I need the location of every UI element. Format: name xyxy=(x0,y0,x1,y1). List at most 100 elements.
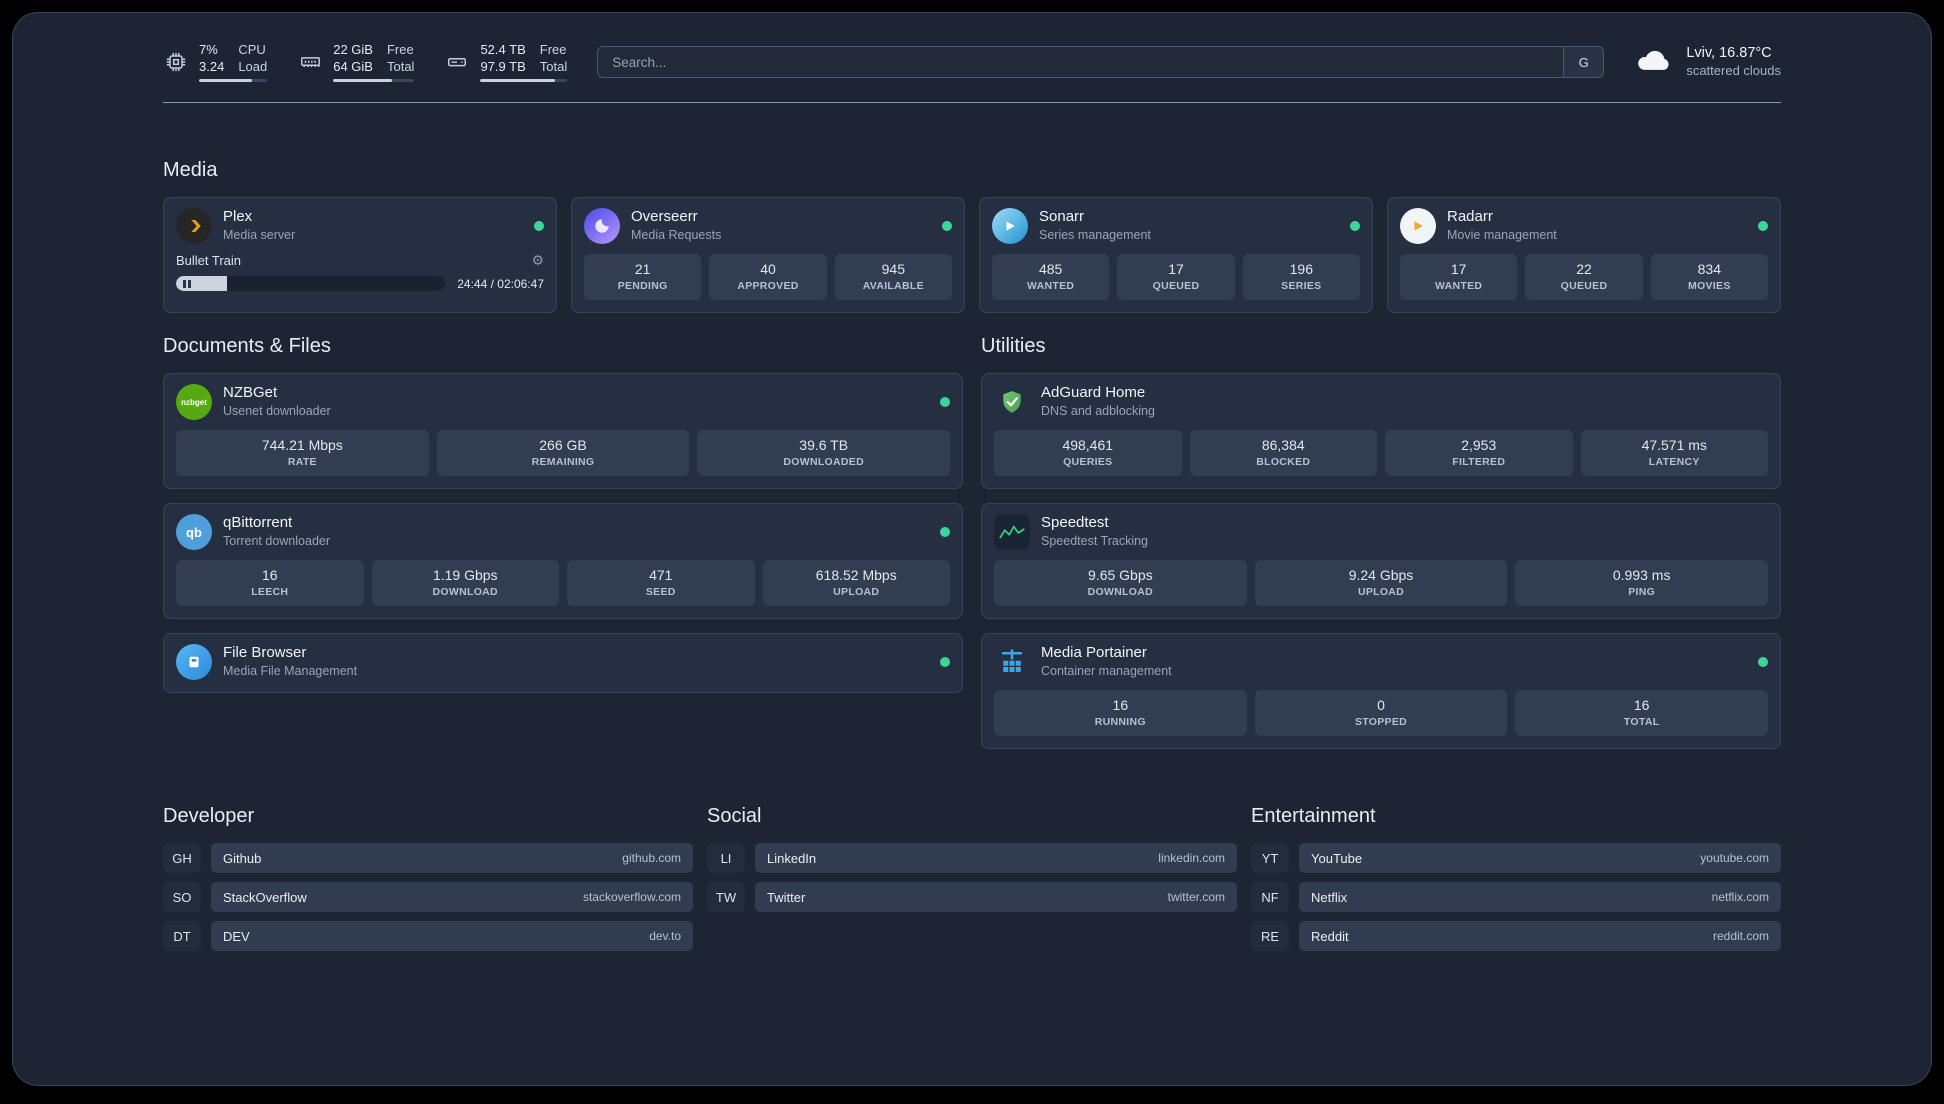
stat-label: AVAILABLE xyxy=(862,280,924,292)
status-dot xyxy=(940,527,950,537)
weather-condition: scattered clouds xyxy=(1686,62,1781,78)
disk-total-value: 97.9 TB xyxy=(480,58,526,74)
service-name: AdGuard Home xyxy=(1041,384,1146,402)
service-name: Media Portainer xyxy=(1041,644,1147,662)
search-bar: G xyxy=(597,46,1605,78)
stat-value: 2,953 xyxy=(1461,437,1497,453)
status-dot xyxy=(534,221,544,231)
status-dot xyxy=(1350,221,1360,231)
top-bar: 7% 3.24 CPU Load xyxy=(163,39,1781,85)
settings-gear-icon[interactable]: ⚙ xyxy=(531,252,544,268)
memory-free-value: 22 GiB xyxy=(333,41,373,57)
service-name: NZBGet xyxy=(223,384,278,402)
stat-value: 17 xyxy=(1168,261,1184,277)
bookmark-stackoverflow[interactable]: SO StackOverflow stackoverflow.com xyxy=(163,882,693,912)
stat-latency: 47.571 ms LATENCY xyxy=(1580,430,1768,476)
stat-queries: 498,461 QUERIES xyxy=(994,430,1182,476)
bookmark-linkedin[interactable]: LI LinkedIn linkedin.com xyxy=(707,843,1237,873)
disk-free-value: 52.4 TB xyxy=(480,41,526,57)
service-card-nzbget[interactable]: nzbget NZBGet Usenet downloader 744.21 M… xyxy=(163,373,963,489)
bookmark-abbr: SO xyxy=(163,882,201,912)
stat-label: PENDING xyxy=(617,280,668,292)
speedtest-icon xyxy=(994,514,1030,550)
service-card-sonarr[interactable]: Sonarr Series management 485 WANTED 17 Q… xyxy=(979,197,1373,313)
status-dot xyxy=(940,657,950,667)
memory-total-value: 64 GiB xyxy=(333,58,373,74)
cpu-progress-bar xyxy=(199,79,268,83)
bookmark-youtube[interactable]: YT YouTube youtube.com xyxy=(1251,843,1781,873)
memory-widget: 22 GiB 64 GiB Free Total xyxy=(297,41,415,83)
stat-label: SERIES xyxy=(1281,280,1322,292)
service-name: Plex xyxy=(223,208,253,226)
bookmark-abbr: GH xyxy=(163,843,201,873)
service-subtitle: Series management xyxy=(1039,228,1151,243)
bookmark-abbr: RE xyxy=(1251,921,1289,951)
service-card-overseerr[interactable]: Overseerr Media Requests 21 PENDING 40 A… xyxy=(571,197,965,313)
section-title-developer: Developer xyxy=(163,805,255,827)
stat-available: 945 AVAILABLE xyxy=(834,254,952,300)
service-subtitle: Media File Management xyxy=(223,664,358,679)
service-subtitle: DNS and adblocking xyxy=(1041,404,1155,419)
stat-label: QUEUED xyxy=(1152,280,1200,292)
stat-pending: 21 PENDING xyxy=(584,254,702,300)
bookmark-abbr: TW xyxy=(707,882,745,912)
stat-value: 9.24 Gbps xyxy=(1348,567,1414,583)
stat-total: 16 TOTAL xyxy=(1515,690,1769,736)
stat-value: 47.571 ms xyxy=(1641,437,1707,453)
bookmark-abbr: DT xyxy=(163,921,201,951)
load-label: Load xyxy=(238,58,268,74)
stat-value: 9.65 Gbps xyxy=(1088,567,1153,583)
stat-value: 485 xyxy=(1038,261,1063,277)
stat-movies: 834 MOVIES xyxy=(1650,254,1768,300)
stat-value: 471 xyxy=(649,567,673,583)
service-card-plex[interactable]: Plex Media server Bullet Train ⚙ 24:44 /… xyxy=(163,197,557,313)
stat-label: APPROVED xyxy=(737,280,799,292)
section-title-documents: Documents & Files xyxy=(163,335,331,357)
bookmark-twitter[interactable]: TW Twitter twitter.com xyxy=(707,882,1237,912)
bookmark-dev[interactable]: DT DEV dev.to xyxy=(163,921,693,951)
search-input[interactable] xyxy=(598,47,1564,77)
stat-label: UPLOAD xyxy=(833,586,880,598)
plex-icon xyxy=(176,208,212,244)
stat-downloaded: 39.6 TB DOWNLOADED xyxy=(697,430,951,476)
stat-download: 1.19 Gbps DOWNLOAD xyxy=(371,560,559,606)
service-name: Overseerr xyxy=(631,208,698,226)
stat-label: PING xyxy=(1628,586,1656,598)
bookmark-reddit[interactable]: RE Reddit reddit.com xyxy=(1251,921,1781,951)
service-card-portainer[interactable]: Media Portainer Container management 16 … xyxy=(981,633,1781,749)
bookmark-url: dev.to xyxy=(649,929,681,943)
stat-label: UPLOAD xyxy=(1357,586,1405,598)
section-title-utilities: Utilities xyxy=(981,335,1046,357)
stat-rate: 744.21 Mbps RATE xyxy=(176,430,429,476)
pause-icon[interactable] xyxy=(183,279,191,288)
service-subtitle: Movie management xyxy=(1447,228,1557,243)
bookmark-abbr: YT xyxy=(1251,843,1289,873)
service-card-qbittorrent[interactable]: qb qBittorrent Torrent downloader 16 LEE… xyxy=(163,503,963,619)
stat-value: 16 xyxy=(1633,697,1650,713)
radarr-icon xyxy=(1400,208,1436,244)
stat-label: WANTED xyxy=(1435,280,1483,292)
bookmark-name: DEV xyxy=(223,928,250,944)
service-name: Sonarr xyxy=(1039,208,1085,226)
cpu-label: CPU xyxy=(238,41,266,57)
qbittorrent-icon: qb xyxy=(176,514,212,550)
dashboard-panel: 7% 3.24 CPU Load xyxy=(12,12,1932,1086)
bookmark-url: linkedin.com xyxy=(1158,851,1225,865)
service-subtitle: Media server xyxy=(223,228,296,243)
search-provider-button[interactable]: G xyxy=(1563,47,1604,77)
stat-value: 1.19 Gbps xyxy=(432,567,498,583)
service-name: qBittorrent xyxy=(223,514,293,532)
service-card-adguard[interactable]: AdGuard Home DNS and adblocking 498,461 … xyxy=(981,373,1781,489)
cpu-load-value: 3.24 xyxy=(199,58,225,74)
cpu-icon xyxy=(163,51,189,73)
bookmark-netflix[interactable]: NF Netflix netflix.com xyxy=(1251,882,1781,912)
service-card-speedtest[interactable]: Speedtest Speedtest Tracking 9.65 Gbps D… xyxy=(981,503,1781,619)
stat-upload: 618.52 Mbps UPLOAD xyxy=(762,560,950,606)
stat-approved: 40 APPROVED xyxy=(709,254,827,300)
stat-queued: 22 QUEUED xyxy=(1525,254,1643,300)
service-card-radarr[interactable]: Radarr Movie management 17 WANTED 22 QUE… xyxy=(1387,197,1781,313)
service-subtitle: Usenet downloader xyxy=(223,404,331,419)
stat-label: QUEUED xyxy=(1560,280,1608,292)
service-card-filebrowser[interactable]: File Browser Media File Management xyxy=(163,633,963,693)
bookmark-github[interactable]: GH Github github.com xyxy=(163,843,693,873)
